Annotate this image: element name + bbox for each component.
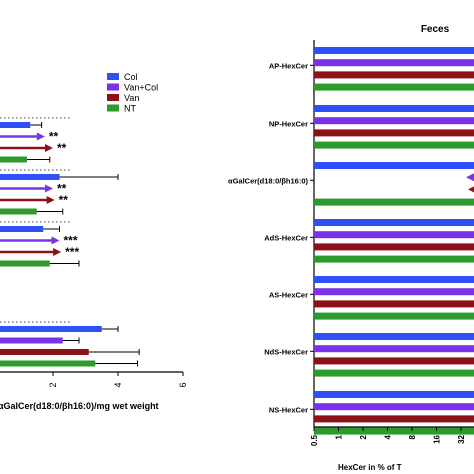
bar-van-col [314, 403, 474, 411]
bar-nt [314, 369, 474, 377]
arrow-head [51, 236, 60, 245]
bar-nt [314, 255, 474, 263]
significance-label: ** [49, 130, 59, 144]
bar-col [314, 47, 474, 54]
bar-van-col [314, 288, 474, 296]
right-bars-layer [313, 40, 474, 435]
legend-label: NT [124, 104, 136, 114]
legend-swatch [107, 104, 119, 112]
bar-col [314, 219, 474, 226]
bar-van-col [314, 345, 474, 353]
bar-col [0, 122, 31, 128]
bar-nt [0, 260, 50, 267]
category-label: NS-HexCer [269, 405, 308, 414]
legend-swatch [107, 83, 119, 91]
left-x-axis: 2 4 6 [0, 371, 188, 388]
bar-col [314, 391, 474, 398]
bar-van-col [314, 231, 474, 239]
significance-label: *** [65, 245, 79, 259]
arrow-head [466, 173, 474, 182]
significance-label: ** [59, 193, 69, 207]
right-category-labels: AP-HexCer NP-HexCer αGalCer(d18:0/βh16:0) A… [228, 61, 314, 414]
tick-label: 1 [335, 434, 344, 439]
bar-col [314, 333, 474, 340]
legend-swatch [107, 94, 119, 101]
bar-nt [0, 156, 27, 163]
tick-label: 4 [113, 382, 123, 387]
right-chart-panel: Feces AP-HexCer NP-HexCer αGalCer(d18:0/βh… [228, 24, 474, 472]
bar-nt [0, 208, 37, 215]
tick-label: 16 [433, 434, 442, 443]
bar-van-col [314, 117, 474, 125]
bar-col [0, 226, 44, 232]
right-x-axis: 0.5 1 2 4 8 16 32 [310, 426, 474, 446]
bar-van-col [314, 59, 474, 67]
right-x-axis-label: HexCer in % of T [338, 463, 402, 472]
legend-label: Col [124, 72, 138, 82]
legend-label: Van [124, 93, 139, 103]
tick-label: 32 [457, 434, 466, 443]
category-label: AdS-HexCer [264, 233, 308, 242]
bar-nt [314, 312, 474, 320]
arrow-head [36, 132, 45, 141]
left-bars-layer: ************** [0, 117, 140, 367]
bar-van [314, 300, 474, 308]
legend-label: Van+Col [124, 83, 158, 93]
bar-van [314, 129, 474, 137]
category-label: NdS-HexCer [264, 347, 308, 356]
bar-nt [314, 83, 474, 91]
bar-col [314, 105, 474, 112]
bar-col [314, 276, 474, 283]
arrow-head [45, 184, 53, 193]
bar-van [314, 243, 474, 251]
tick-label: 2 [48, 382, 58, 387]
category-label: AS-HexCer [269, 290, 308, 299]
bar-van [314, 357, 474, 365]
bar-col [0, 174, 60, 180]
significance-label: ** [57, 141, 67, 155]
bar-nt [314, 198, 474, 206]
significance-label: *** [64, 234, 78, 248]
category-label: NP-HexCer [269, 119, 308, 128]
bar-nt [314, 427, 474, 435]
right-chart-title: Feces [421, 24, 450, 35]
tick-label: 8 [408, 434, 417, 439]
bar-col [0, 326, 102, 332]
category-label: αGalCer(d18:0/βh16:0) [228, 176, 309, 185]
bar-van [314, 71, 474, 79]
left-x-axis-label: αGalCer(d18:0/βh16:0)/mg wet weight [0, 401, 159, 411]
tick-label: 0.5 [310, 434, 319, 446]
tick-label: 2 [359, 434, 368, 439]
bar-van [0, 349, 89, 355]
category-label: AP-HexCer [269, 61, 308, 70]
tick-label: 4 [384, 434, 393, 439]
bar-nt [314, 141, 474, 149]
legend-swatch [107, 73, 119, 80]
arrow-head [53, 248, 62, 256]
tick-label: 6 [178, 382, 188, 387]
arrow-head [45, 144, 53, 152]
significance-label: ** [57, 182, 67, 196]
bar-van-col [0, 337, 63, 344]
arrow-head [468, 186, 474, 193]
arrow-head [46, 196, 55, 204]
bar-col [314, 162, 474, 169]
bar-nt [0, 360, 96, 367]
bar-van [314, 415, 474, 423]
